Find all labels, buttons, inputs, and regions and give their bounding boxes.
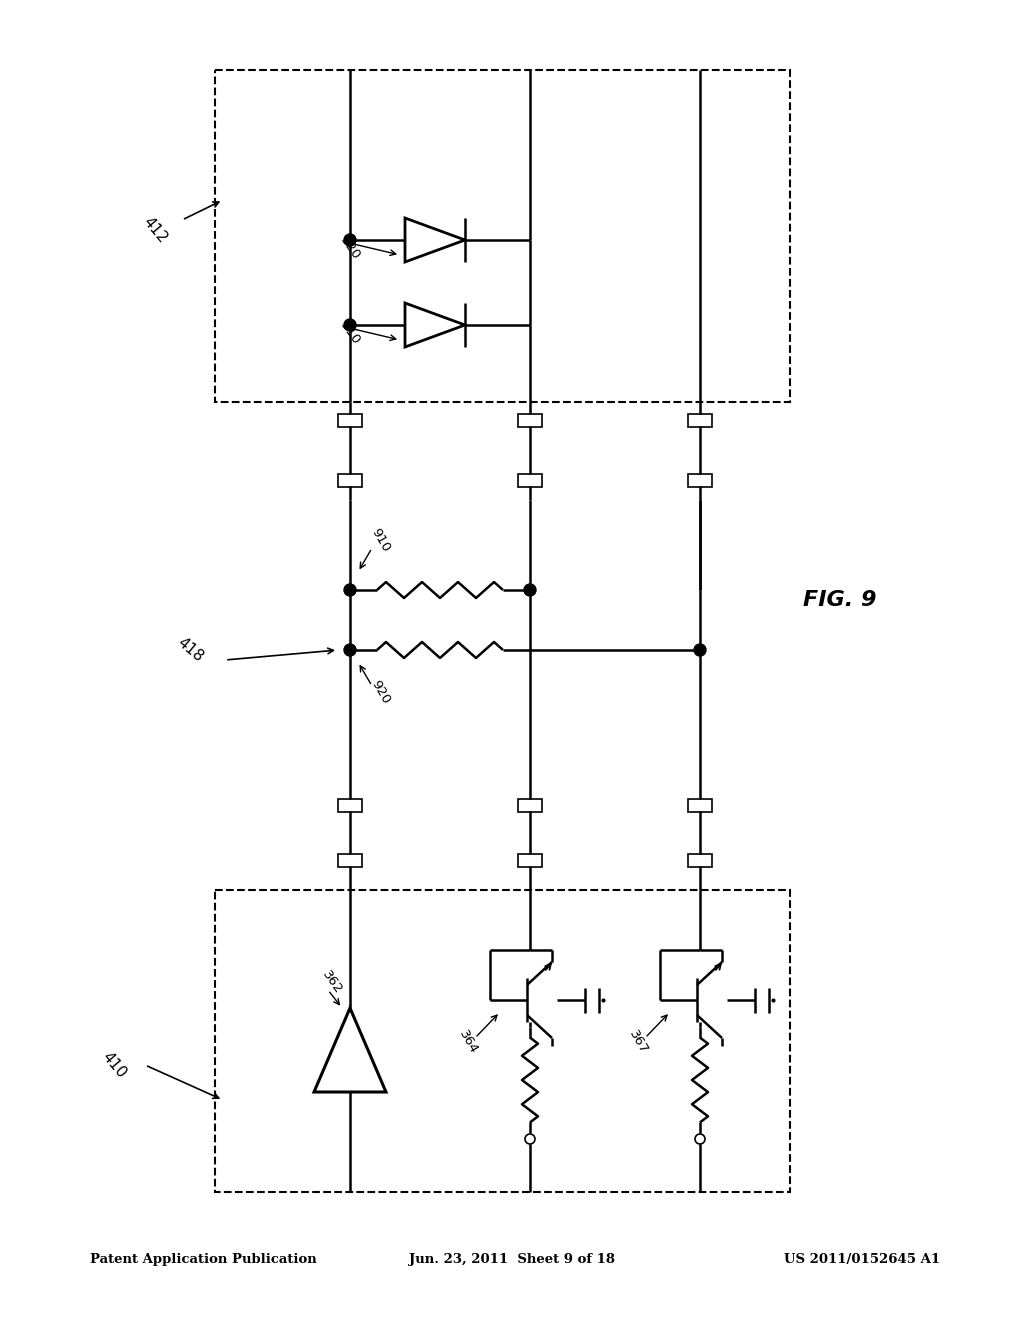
Bar (688, 474, 712, 487)
Circle shape (344, 644, 356, 656)
Circle shape (344, 319, 356, 331)
Circle shape (524, 583, 536, 597)
Text: FIG. 9: FIG. 9 (803, 590, 877, 610)
Bar (338, 474, 362, 487)
Circle shape (695, 1134, 705, 1144)
Text: US 2011/0152645 A1: US 2011/0152645 A1 (784, 1254, 940, 1266)
Bar (688, 854, 712, 866)
Bar (518, 413, 542, 426)
Text: 367: 367 (626, 1028, 650, 1056)
Text: 364: 364 (456, 1028, 480, 1056)
Bar (518, 474, 542, 487)
Text: Patent Application Publication: Patent Application Publication (90, 1254, 316, 1266)
Bar (688, 799, 712, 812)
Circle shape (344, 234, 356, 246)
Text: 418: 418 (174, 635, 206, 665)
Bar (518, 854, 542, 866)
Text: Jun. 23, 2011  Sheet 9 of 18: Jun. 23, 2011 Sheet 9 of 18 (409, 1254, 615, 1266)
Circle shape (525, 1134, 535, 1144)
Circle shape (694, 644, 706, 656)
Text: 362: 362 (319, 968, 345, 997)
Circle shape (344, 583, 356, 597)
Text: 412: 412 (140, 214, 170, 246)
Text: 910: 910 (368, 525, 392, 554)
Bar (518, 799, 542, 812)
Text: 320: 320 (337, 234, 362, 263)
Text: 920: 920 (368, 677, 392, 706)
Bar (215, 890, 790, 1192)
Bar (688, 413, 712, 426)
Bar (215, 70, 790, 403)
Text: 410: 410 (99, 1049, 129, 1081)
Bar (338, 799, 362, 812)
Bar (338, 413, 362, 426)
Text: 310: 310 (337, 319, 362, 347)
Bar (338, 854, 362, 866)
